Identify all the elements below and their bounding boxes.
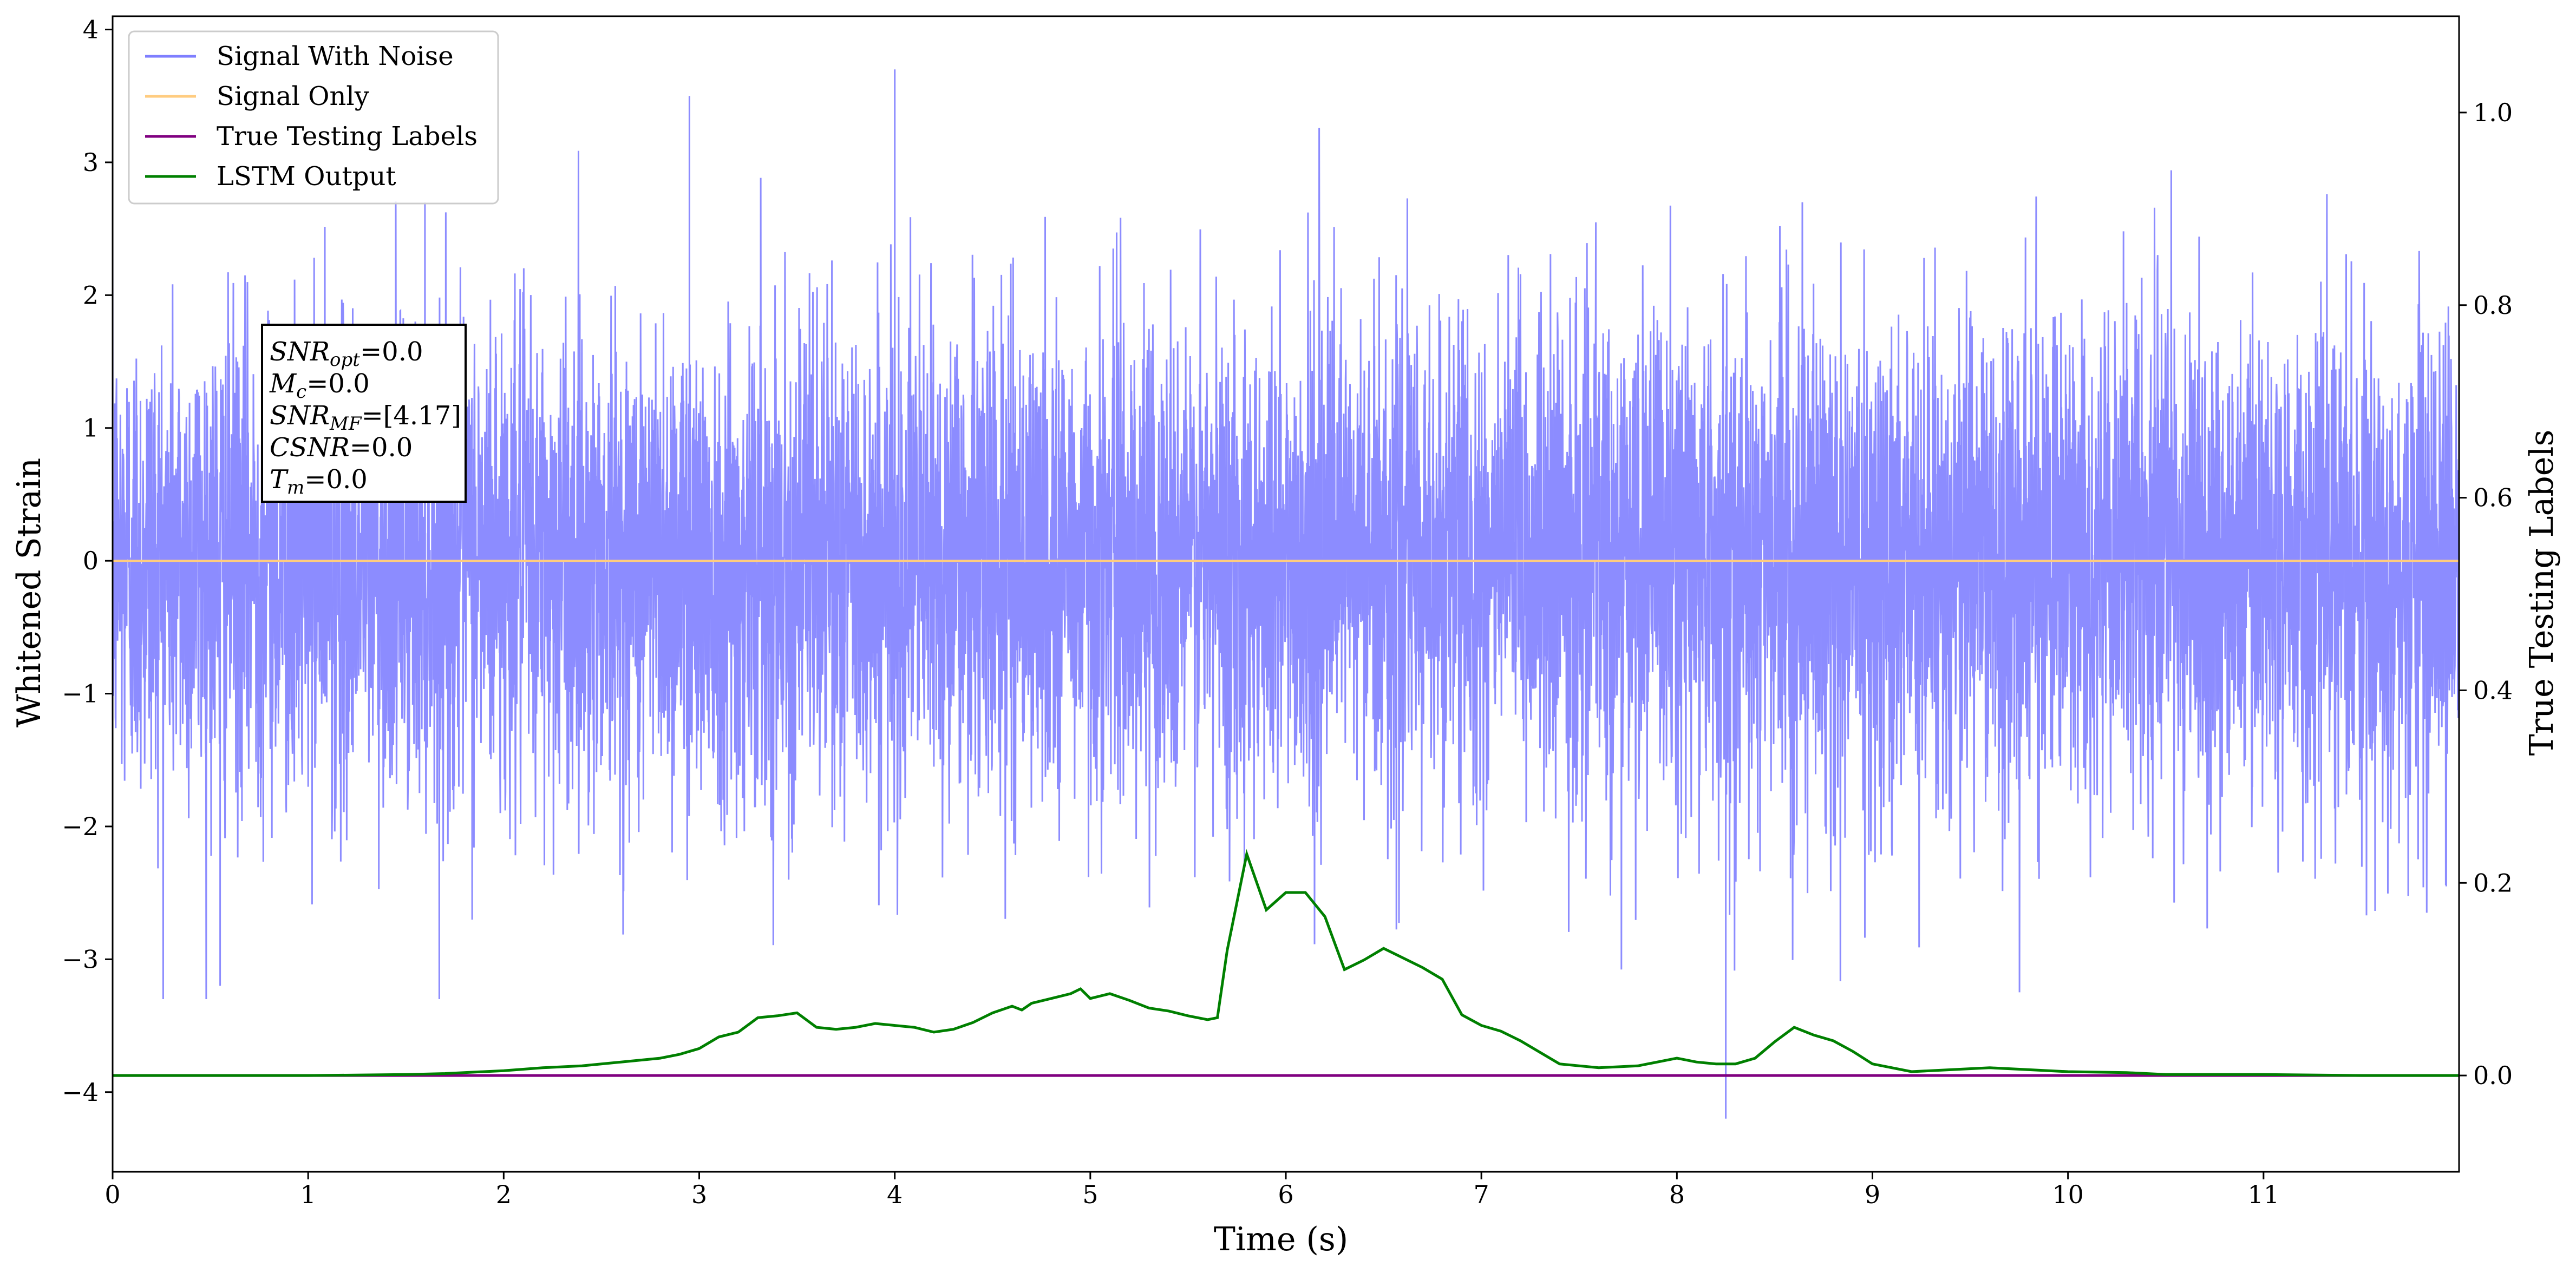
y-left-tick-label: 4 <box>83 15 99 44</box>
legend-entry-label: True Testing Labels <box>217 121 478 152</box>
x-tick-label: 5 <box>1082 1180 1098 1209</box>
y-left-axis-label: Whitened Strain <box>10 458 48 727</box>
y-left-tick-label: 2 <box>83 280 99 310</box>
y-left-axis-ticks: −4 −3 −2 −1 0 1 2 3 4 <box>62 15 113 1107</box>
x-tick-label: 0 <box>104 1180 120 1209</box>
annotation-line: SNRMF=[4.17] <box>270 401 461 435</box>
annotation-line: CSNR=0.0 <box>270 432 413 463</box>
x-tick-label: 8 <box>1669 1180 1685 1209</box>
y-right-tick-label: 1.0 <box>2473 98 2513 127</box>
legend-entry-label: Signal Only <box>217 81 369 111</box>
y-right-axis-ticks: 0.0 0.2 0.4 0.6 0.8 1.0 <box>2459 98 2513 1090</box>
annotation-line: Mc=0.0 <box>269 369 370 403</box>
series-lstm-output <box>113 849 2459 1077</box>
y-left-tick-label: −1 <box>62 679 99 708</box>
y-right-tick-label: 0.2 <box>2473 868 2513 897</box>
y-left-tick-label: 0 <box>83 546 99 575</box>
y-right-tick-label: 0.6 <box>2473 483 2513 513</box>
legend-entry-label: Signal With Noise <box>217 41 454 71</box>
y-right-tick-label: 0.8 <box>2473 291 2513 320</box>
y-left-tick-label: −3 <box>62 944 99 974</box>
legend-entry-label: LSTM Output <box>217 161 396 192</box>
x-axis-label: Time (s) <box>1214 1220 1348 1258</box>
legend-box <box>128 30 499 205</box>
annotation-frame <box>261 324 467 503</box>
series-signal-with-noise <box>113 69 2459 1119</box>
annotation-box: SNRopt=0.0Mc=0.0SNRMF=[4.17]CSNR=0.0Tm=0… <box>261 324 467 503</box>
annotation-line: Tm=0.0 <box>270 464 368 498</box>
x-tick-label: 10 <box>2052 1180 2084 1209</box>
x-tick-label: 6 <box>1278 1180 1293 1209</box>
y-left-tick-label: −4 <box>62 1078 99 1107</box>
y-left-tick-label: 1 <box>83 414 99 443</box>
annotation-line: SNRopt=0.0 <box>270 337 423 371</box>
y-left-tick-label: −2 <box>62 812 99 841</box>
x-tick-label: 2 <box>496 1180 512 1209</box>
y-right-tick-label: 0.0 <box>2473 1061 2513 1090</box>
x-tick-label: 11 <box>2248 1180 2280 1209</box>
legend: Signal With Noise Signal Only True Testing… <box>128 30 499 205</box>
x-tick-label: 3 <box>691 1180 707 1209</box>
y-right-tick-label: 0.4 <box>2473 675 2513 705</box>
x-tick-label: 1 <box>300 1180 316 1209</box>
y-left-tick-label: 3 <box>83 148 99 177</box>
x-tick-label: 7 <box>1474 1180 1489 1209</box>
x-tick-label: 4 <box>887 1180 903 1209</box>
x-tick-label: 9 <box>1865 1180 1880 1209</box>
x-axis-ticks: 0 1 2 3 4 5 6 7 8 9 10 11 <box>104 1172 2279 1209</box>
y-right-axis-label: True Testing Labels <box>2523 430 2561 756</box>
